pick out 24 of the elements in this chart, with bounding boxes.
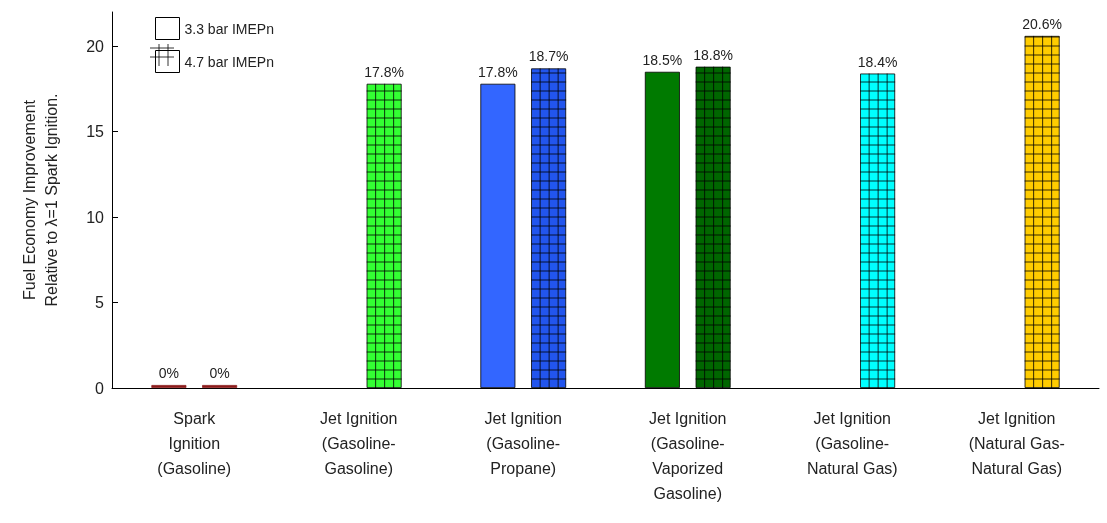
y-tick-label: 5 bbox=[95, 294, 105, 312]
x-tick-label: Jet Ignition (Gasoline- Gasoline) bbox=[320, 410, 398, 477]
y-tick-label: 10 bbox=[86, 208, 105, 226]
data-label: 17.8% bbox=[364, 63, 404, 80]
data-label: 18.5% bbox=[642, 51, 683, 68]
x-tick-label: Spark Ignition (Gasoline) bbox=[157, 410, 232, 477]
x-tick-label: Jet Ignition (Gasoline- Propane) bbox=[484, 410, 562, 477]
x-tick-label: Jet Ignition (Gasoline- Natural Gas) bbox=[806, 410, 898, 477]
y-tick-label: 0 bbox=[95, 379, 105, 397]
data-label: 0% bbox=[209, 365, 230, 381]
data-label: 20.6% bbox=[1022, 15, 1062, 32]
y-tick-label: 15 bbox=[86, 123, 105, 141]
data-label: 17.8% bbox=[478, 63, 518, 80]
y-axis-title: Fuel Economy Improvement Relative to λ=1 Spark Ignition. bbox=[20, 93, 60, 307]
y-tick-label: 20 bbox=[86, 37, 105, 55]
legend-label: 4.7 bar IMEPn bbox=[184, 53, 274, 70]
x-tick-label: Jet Ignition (Gasoline- Vaporized Gasoline) bbox=[649, 410, 727, 502]
data-label: 18.8% bbox=[693, 46, 733, 63]
x-tick-label: Jet Ignition (Natural Gas- Natural Gas) bbox=[968, 410, 1065, 477]
data-label: 18.4% bbox=[857, 53, 898, 70]
bar bbox=[202, 385, 238, 388]
data-label: 0% bbox=[158, 365, 179, 381]
data-label: 18.7% bbox=[528, 48, 569, 65]
legend-label: 3.3 bar IMEPn bbox=[184, 20, 274, 37]
